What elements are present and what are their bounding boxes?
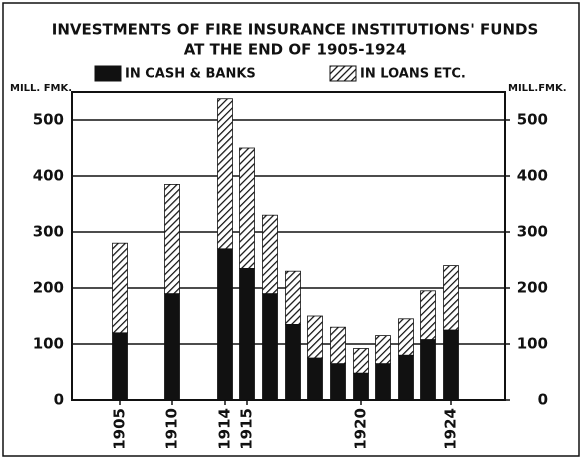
bar-segment xyxy=(164,183,180,294)
bar-segment xyxy=(398,318,414,356)
bar-segment xyxy=(239,147,255,269)
bar-segment xyxy=(112,242,128,334)
bar-segment xyxy=(398,354,414,401)
x-tick-label: 1905 xyxy=(111,408,129,450)
y-tick-label: 100 xyxy=(33,335,64,353)
x-tick-label: 1915 xyxy=(238,408,256,450)
y2-tick-label: 300 xyxy=(517,223,548,241)
legend-label: IN CASH & BANKS xyxy=(125,67,256,82)
bar-segment xyxy=(307,315,323,359)
legend-swatch xyxy=(94,65,122,82)
y-tick-label: 400 xyxy=(33,167,64,185)
x-tick-label: 1924 xyxy=(442,408,460,450)
y-tick-label: 200 xyxy=(33,279,64,297)
y-tick-label: 500 xyxy=(33,111,64,129)
y2-tick-label: 500 xyxy=(517,111,548,129)
legend-swatch xyxy=(329,65,357,82)
y-axis-label: MILL. FMK. xyxy=(10,83,72,94)
y2-tick-label: 0 xyxy=(538,391,548,409)
bar-segment xyxy=(164,293,180,401)
bar-segment xyxy=(262,293,278,401)
y2-tick-label: 200 xyxy=(517,279,548,297)
bar-segment xyxy=(420,290,436,340)
bar-segment xyxy=(217,98,233,250)
bar-segment xyxy=(353,372,369,401)
bar-segment xyxy=(112,332,128,401)
bar-segment xyxy=(330,363,346,401)
bar-segment xyxy=(375,335,391,365)
y2-axis-label: MILL.FMK. xyxy=(508,83,567,94)
bar-segment xyxy=(307,357,323,401)
x-tick-label: 1920 xyxy=(352,408,370,450)
chart-title: AT THE END OF 1905-1924 xyxy=(184,41,407,59)
bar-segment xyxy=(217,248,233,401)
bar-segment xyxy=(262,214,278,294)
bar-segment xyxy=(353,348,369,374)
bar-segment xyxy=(420,339,436,401)
y2-tick-label: 400 xyxy=(517,167,548,185)
bar-segment xyxy=(285,323,301,401)
y2-tick-label: 100 xyxy=(517,335,548,353)
x-tick-label: 1910 xyxy=(163,408,181,450)
y-tick-label: 0 xyxy=(54,391,64,409)
legend-label: IN LOANS ETC. xyxy=(360,67,466,82)
bar-segment xyxy=(443,265,459,331)
bar-segment xyxy=(443,329,459,401)
y-tick-label: 300 xyxy=(33,223,64,241)
bar-segment xyxy=(239,267,255,401)
bar-segment xyxy=(285,270,301,325)
bar-segment xyxy=(375,363,391,401)
chart-title: INVESTMENTS OF FIRE INSURANCE INSTITUTIO… xyxy=(52,21,539,39)
x-tick-label: 1914 xyxy=(216,408,234,450)
bar-segment xyxy=(330,326,346,365)
